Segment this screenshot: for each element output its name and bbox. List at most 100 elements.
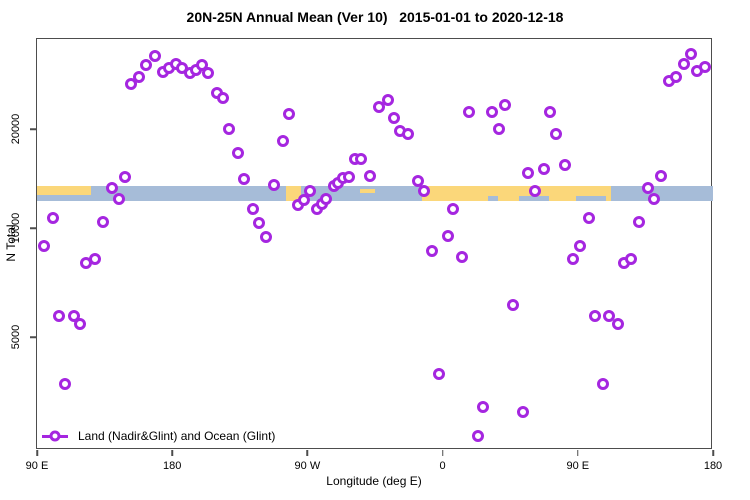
data-point [574, 239, 587, 252]
x-tick-label: 180 [703, 460, 723, 472]
data-point [677, 57, 690, 70]
x-tick [171, 449, 173, 456]
data-point [342, 171, 355, 184]
x-tick-label: 90 E [25, 460, 49, 472]
land-segment [37, 186, 92, 195]
x-tick [36, 449, 38, 456]
data-point [559, 158, 572, 171]
data-point [216, 92, 229, 105]
legend-circle-icon [49, 430, 61, 442]
y-tick [29, 227, 36, 229]
data-point [499, 99, 512, 112]
data-point [47, 211, 60, 224]
data-point [517, 405, 530, 418]
data-point [425, 245, 438, 258]
points-layer [37, 39, 711, 448]
data-point [442, 229, 455, 242]
data-point [252, 217, 265, 230]
data-point [670, 71, 683, 84]
data-point [231, 146, 244, 159]
data-point [589, 309, 602, 322]
data-point [260, 231, 273, 244]
data-point [354, 152, 367, 165]
data-point [246, 202, 259, 215]
data-point [566, 252, 579, 265]
data-point [493, 123, 506, 136]
data-point [276, 135, 289, 148]
data-point [222, 122, 235, 135]
data-point [583, 211, 596, 224]
data-point [382, 93, 395, 106]
data-point [401, 128, 414, 141]
land-segment [421, 186, 611, 201]
data-point [544, 106, 557, 119]
data-point [59, 377, 72, 390]
data-point [655, 170, 668, 183]
data-point [388, 111, 401, 124]
data-point [267, 178, 280, 191]
data-point [433, 367, 446, 380]
data-point [506, 299, 519, 312]
x-tick [712, 449, 714, 456]
data-point [647, 193, 660, 206]
legend-label: Land (Nadir&Glint) and Ocean (Glint) [78, 429, 276, 443]
y-tick-label: 20000 [10, 113, 22, 145]
x-tick [306, 449, 309, 456]
data-point [38, 239, 50, 252]
x-tick-label: 90 W [294, 460, 321, 472]
plot-area: 90 E 180 90 W 0 90 E 180 20000 10000 5000 Land … [10, 38, 722, 472]
data-point [602, 309, 615, 322]
data-point [685, 48, 698, 61]
data-point [140, 59, 153, 72]
data-point [611, 318, 624, 331]
data-point [698, 61, 711, 74]
data-point [538, 162, 551, 175]
chart-title: 20N-25N Annual Mean (Ver 10) 2015-01-01 … [186, 9, 564, 25]
legend: Land (Nadir&Glint) and Ocean (Glint) [42, 428, 275, 444]
data-point [472, 430, 485, 443]
data-point [89, 252, 102, 265]
data-point [625, 252, 638, 265]
data-point [446, 202, 459, 215]
data-point [463, 105, 476, 118]
data-point [596, 377, 609, 390]
x-tick-label: 90 E [566, 460, 590, 472]
data-point [550, 128, 563, 141]
data-point [53, 309, 66, 322]
data-point [455, 250, 468, 263]
data-point [476, 400, 489, 413]
data-point [412, 175, 425, 188]
x-tick-label: 180 [163, 460, 182, 472]
ocean-segment [519, 196, 550, 201]
y-tick [29, 128, 36, 130]
land-segment [286, 186, 302, 201]
ocean-segment [487, 196, 499, 201]
x-tick [441, 449, 444, 456]
x-axis-label: Longitude (deg E) [326, 474, 422, 488]
data-point [373, 100, 385, 113]
map-band [37, 186, 713, 201]
data-point [74, 318, 87, 331]
data-point [237, 173, 250, 186]
data-point [201, 66, 214, 79]
legend-line-symbol [42, 430, 68, 442]
data-point [320, 193, 333, 206]
data-point [96, 215, 109, 228]
y-tick-label: 5000 [10, 324, 22, 350]
data-point [132, 71, 145, 84]
x-tick-label: 0 [439, 460, 446, 472]
data-point [149, 49, 162, 62]
data-point [113, 193, 126, 206]
data-point [641, 181, 654, 194]
data-point [297, 194, 310, 207]
data-point [485, 105, 498, 118]
data-point [105, 181, 118, 194]
y-tick-label: 10000 [10, 212, 22, 244]
data-point [303, 185, 316, 198]
data-point [521, 167, 534, 180]
data-point [632, 215, 645, 228]
x-tick [577, 449, 579, 456]
data-point [529, 185, 542, 198]
data-point [119, 171, 132, 184]
